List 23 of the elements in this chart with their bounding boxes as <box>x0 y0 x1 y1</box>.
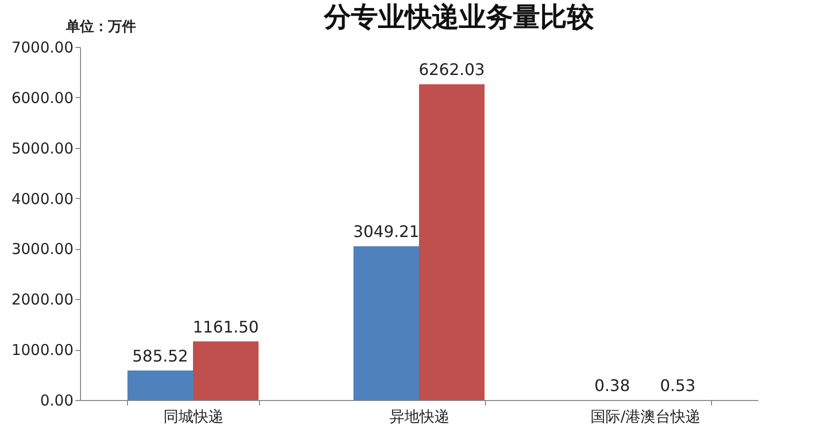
bar <box>419 84 485 400</box>
y-tick-label: 6000.00 <box>11 88 74 107</box>
y-tick-label: 4000.00 <box>11 190 74 208</box>
x-tick-label: 同城快递 <box>164 408 224 426</box>
data-label: 0.38 <box>594 376 630 395</box>
data-label: 3049.21 <box>353 222 420 242</box>
y-tick-label: 3000.00 <box>11 240 74 258</box>
data-label: 0.53 <box>660 376 696 395</box>
x-tick-label: 异地快递 <box>390 408 450 426</box>
data-label: 1161.50 <box>192 317 259 336</box>
y-tick-label: 5000.00 <box>11 139 74 158</box>
text: 单位：万件 <box>66 18 136 36</box>
x-tick-label: 国际/港澳台快递 <box>590 408 701 426</box>
data-label: 585.52 <box>132 346 188 366</box>
y-tick-label: 7000.00 <box>11 38 74 56</box>
y-tick-label: 0.00 <box>40 392 74 410</box>
y-tick-label: 2000.00 <box>11 290 74 309</box>
bar <box>193 341 259 400</box>
chart-title: 分专业快递业务量比较 <box>323 2 595 33</box>
data-label: 6262.03 <box>418 60 485 80</box>
bar <box>353 246 419 400</box>
y-tick-label: 1000.00 <box>11 341 74 360</box>
bar <box>127 370 193 400</box>
